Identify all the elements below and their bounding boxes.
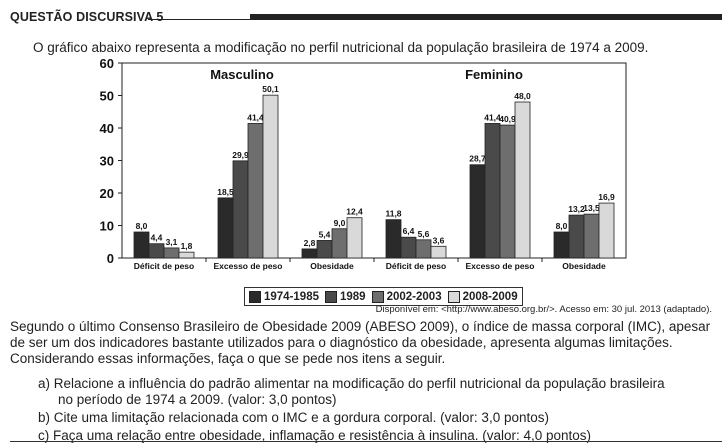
bar-value-label: 41,4 xyxy=(247,112,264,122)
bar-value-label: 13,5 xyxy=(583,203,600,213)
bar-value-label: 13,2 xyxy=(568,204,585,214)
chart-source: Disponível em: <http://www.abeso.org.br/… xyxy=(375,304,712,315)
bar xyxy=(514,101,531,259)
legend-label: 2008-2009 xyxy=(462,290,518,303)
bar xyxy=(346,217,363,259)
bar-value-label: 40,9 xyxy=(499,114,516,124)
legend-item: 1974-1985 xyxy=(249,290,319,303)
bar xyxy=(568,214,585,259)
bar xyxy=(598,202,615,259)
group-title: Masculino xyxy=(210,67,274,82)
bar-value-label: 5,4 xyxy=(319,229,331,239)
legend-label: 2002-2003 xyxy=(386,290,442,303)
bar-value-label: 48,0 xyxy=(514,91,531,101)
y-tick-label: 0 xyxy=(107,251,114,266)
bar-value-label: 12,4 xyxy=(346,207,363,217)
question-item-c: c) Faça uma relação entre obesidade, inf… xyxy=(38,428,728,444)
question-item-b: b) Cite uma limitação relacionada com o … xyxy=(38,410,728,426)
bar xyxy=(469,164,486,259)
bar xyxy=(400,236,417,259)
bar xyxy=(262,94,279,259)
group-title: Feminino xyxy=(465,67,523,82)
legend-item: 2008-2009 xyxy=(447,290,518,303)
item-text: a) Relacione a influência do padrão alim… xyxy=(38,376,665,391)
bar-value-label: 8,0 xyxy=(136,221,148,231)
bar xyxy=(163,247,180,259)
bar-value-label: 11,8 xyxy=(385,209,401,219)
bar-value-label: 4,4 xyxy=(151,233,163,243)
item-text: b) Cite uma limitação relacionada com o … xyxy=(38,410,549,425)
bar-value-label: 5,6 xyxy=(418,229,430,239)
legend-swatch xyxy=(447,290,460,303)
footer-rule xyxy=(10,441,722,442)
legend-label: 1989 xyxy=(340,290,366,303)
legend-swatch xyxy=(371,290,384,303)
bar xyxy=(133,231,150,259)
bar xyxy=(415,239,432,259)
bar-value-label: 16,9 xyxy=(598,192,615,202)
bar-value-label: 6,4 xyxy=(403,226,415,236)
y-tick-label: 60 xyxy=(100,56,114,71)
question-item-a: a) Relacione a influência do padrão alim… xyxy=(38,376,728,408)
legend-item: 1989 xyxy=(325,290,366,303)
x-tick-label: Obesidade xyxy=(562,261,606,271)
bar xyxy=(178,251,195,259)
question-paragraph: Segundo o último Consenso Brasileiro de … xyxy=(10,319,711,366)
x-tick-label: Excesso de peso xyxy=(466,261,535,271)
y-tick-label: 30 xyxy=(100,154,114,169)
bar-value-label: 41,4 xyxy=(484,112,501,122)
y-tick-label: 40 xyxy=(100,121,114,136)
bar-value-label: 3,6 xyxy=(433,235,445,245)
legend-swatch xyxy=(249,290,261,303)
bar xyxy=(583,213,600,259)
bar xyxy=(331,228,348,259)
bar-value-label: 18,5 xyxy=(217,187,234,197)
bar-value-label: 1,8 xyxy=(181,241,193,251)
x-tick-label: Déficit de peso xyxy=(134,261,194,271)
x-tick-label: Excesso de peso xyxy=(214,261,283,271)
intro-text: O gráfico abaixo representa a modificaçã… xyxy=(33,40,649,55)
legend-swatch xyxy=(325,290,337,303)
question-title: QUESTÃO DISCURSIVA 5 xyxy=(10,10,164,24)
bar-value-label: 2,8 xyxy=(304,238,316,248)
bar-value-label: 8,0 xyxy=(556,221,568,231)
legend-label: 1974-1985 xyxy=(264,290,319,303)
header-rule-thick xyxy=(250,14,722,19)
bar xyxy=(484,123,501,259)
y-tick-label: 10 xyxy=(100,219,114,234)
bar xyxy=(247,123,264,259)
bar xyxy=(553,231,570,259)
bar xyxy=(148,243,165,259)
header-rule-thin xyxy=(148,19,722,20)
x-tick-label: Déficit de peso xyxy=(386,261,446,271)
bar xyxy=(430,245,447,259)
y-tick-label: 20 xyxy=(100,186,114,201)
item-text: c) Faça uma relação entre obesidade, inf… xyxy=(38,428,592,443)
item-text-continued: no período de 1974 a 2009. (valor: 3,0 p… xyxy=(58,392,337,407)
legend-item: 2002-2003 xyxy=(371,290,442,303)
x-tick-label: Obesidade xyxy=(310,261,354,271)
y-tick-label: 50 xyxy=(100,89,114,104)
bar-value-label: 29,9 xyxy=(232,150,249,160)
bar xyxy=(316,240,333,259)
chart-legend: 1974-1985 1989 2002-2003 2008-2009 xyxy=(244,287,523,306)
bar-value-label: 3,1 xyxy=(166,237,178,247)
question-header: QUESTÃO DISCURSIVA 5 xyxy=(10,10,722,30)
bar-value-label: 50,1 xyxy=(262,84,279,94)
bar xyxy=(499,124,516,259)
bar xyxy=(217,197,234,259)
bar xyxy=(301,248,318,259)
question-items: a) Relacione a influência do padrão alim… xyxy=(38,376,728,446)
bar-value-label: 9,0 xyxy=(334,218,346,228)
bar xyxy=(232,160,249,259)
plot-frame xyxy=(121,62,627,259)
bar-value-label: 28,7 xyxy=(469,154,486,164)
bar xyxy=(385,219,402,259)
